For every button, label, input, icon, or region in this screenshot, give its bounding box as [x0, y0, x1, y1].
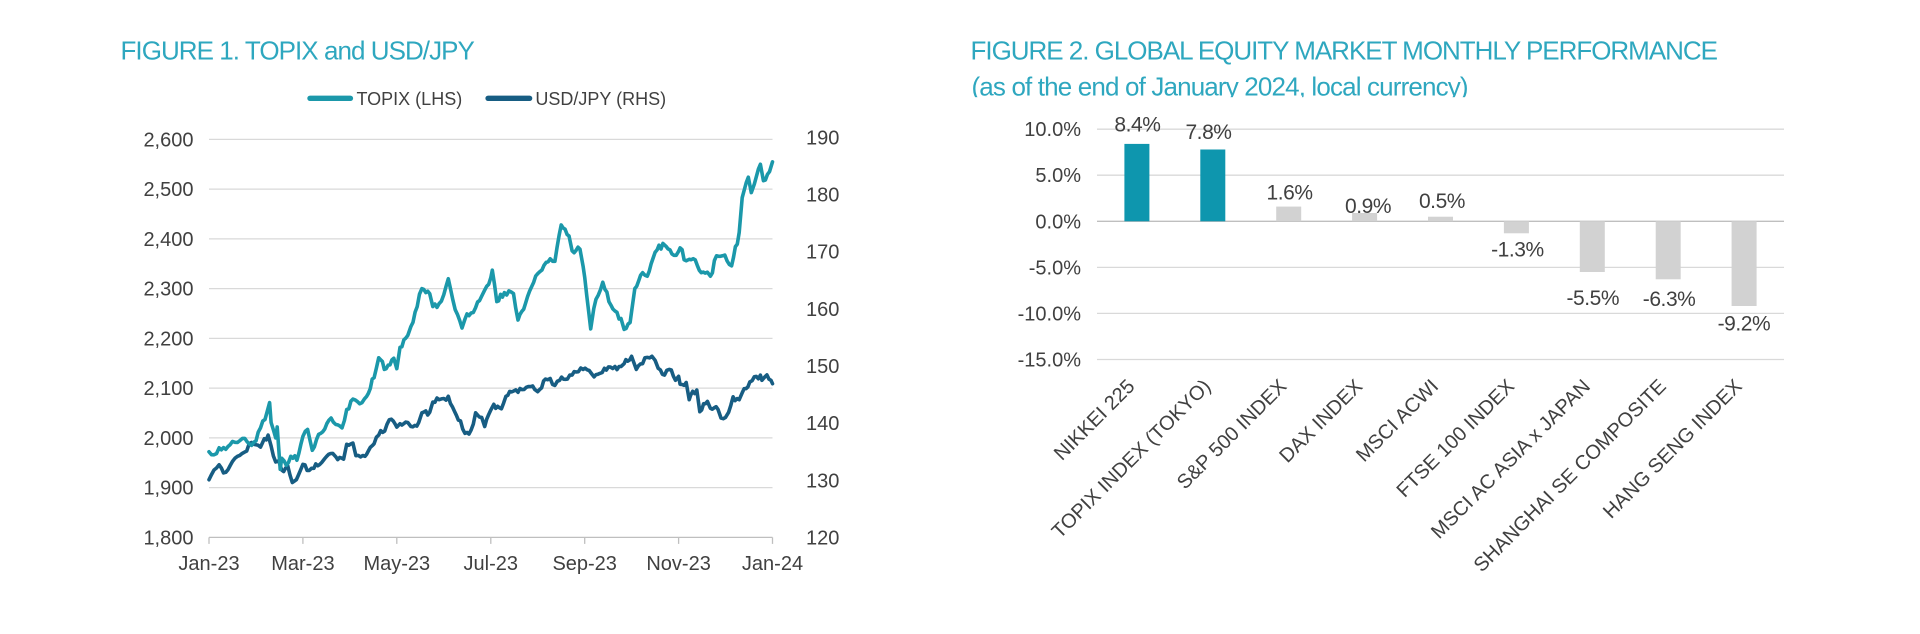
svg-text:-1.3%: -1.3%: [1491, 239, 1544, 262]
svg-text:130: 130: [806, 470, 839, 492]
svg-text:2,200: 2,200: [143, 328, 193, 350]
svg-text:180: 180: [806, 185, 839, 207]
svg-text:150: 150: [806, 356, 839, 378]
svg-text:7.8%: 7.8%: [1185, 121, 1231, 144]
svg-text:10.0%: 10.0%: [1024, 119, 1081, 141]
svg-text:FIGURE 1. TOPIX and USD/JPY: FIGURE 1. TOPIX and USD/JPY: [121, 36, 475, 66]
svg-text:0.5%: 0.5%: [1419, 190, 1465, 213]
svg-text:TOPIX (LHS): TOPIX (LHS): [357, 89, 463, 109]
svg-text:170: 170: [806, 242, 839, 264]
svg-text:5.0%: 5.0%: [1035, 165, 1081, 187]
svg-text:2,300: 2,300: [143, 279, 193, 301]
svg-text:-5.5%: -5.5%: [1566, 287, 1619, 310]
svg-text:160: 160: [806, 299, 839, 321]
svg-text:2,400: 2,400: [143, 229, 193, 251]
svg-text:2,600: 2,600: [143, 129, 193, 151]
svg-text:-5.0%: -5.0%: [1029, 257, 1081, 279]
svg-text:0.9%: 0.9%: [1345, 195, 1391, 218]
svg-text:Mar-23: Mar-23: [271, 553, 334, 575]
svg-text:Jul-23: Jul-23: [464, 553, 518, 575]
svg-text:-15.0%: -15.0%: [1018, 350, 1082, 372]
svg-text:120: 120: [806, 527, 839, 549]
svg-text:May-23: May-23: [363, 553, 430, 575]
svg-text:0.0%: 0.0%: [1035, 211, 1081, 233]
svg-text:FIGURE 2. GLOBAL EQUITY MARKET: FIGURE 2. GLOBAL EQUITY MARKET MONTHLY P…: [971, 36, 1718, 66]
svg-text:Sep-23: Sep-23: [552, 553, 617, 575]
svg-text:1,800: 1,800: [143, 527, 193, 549]
svg-text:1.6%: 1.6%: [1267, 182, 1313, 205]
svg-text:190: 190: [806, 127, 839, 149]
svg-text:2,100: 2,100: [143, 378, 193, 400]
svg-text:-6.3%: -6.3%: [1643, 288, 1696, 311]
svg-text:Nov-23: Nov-23: [646, 553, 710, 575]
svg-text:Jan-23: Jan-23: [178, 553, 239, 575]
svg-text:Jan-24: Jan-24: [742, 553, 803, 575]
svg-text:-10.0%: -10.0%: [1018, 303, 1082, 325]
svg-text:USD/JPY (RHS): USD/JPY (RHS): [535, 89, 666, 109]
svg-text:8.4%: 8.4%: [1114, 114, 1160, 137]
svg-text:140: 140: [806, 413, 839, 435]
svg-text:2,000: 2,000: [143, 428, 193, 450]
svg-text:-9.2%: -9.2%: [1718, 313, 1771, 336]
svg-text:1,900: 1,900: [143, 478, 193, 500]
svg-text:(as of the end of January 2024: (as of the end of January 2024, local cu…: [972, 72, 1468, 102]
svg-text:2,500: 2,500: [143, 179, 193, 201]
